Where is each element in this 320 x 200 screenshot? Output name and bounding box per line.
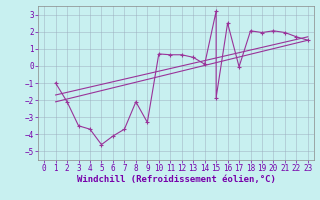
X-axis label: Windchill (Refroidissement éolien,°C): Windchill (Refroidissement éolien,°C) — [76, 175, 276, 184]
